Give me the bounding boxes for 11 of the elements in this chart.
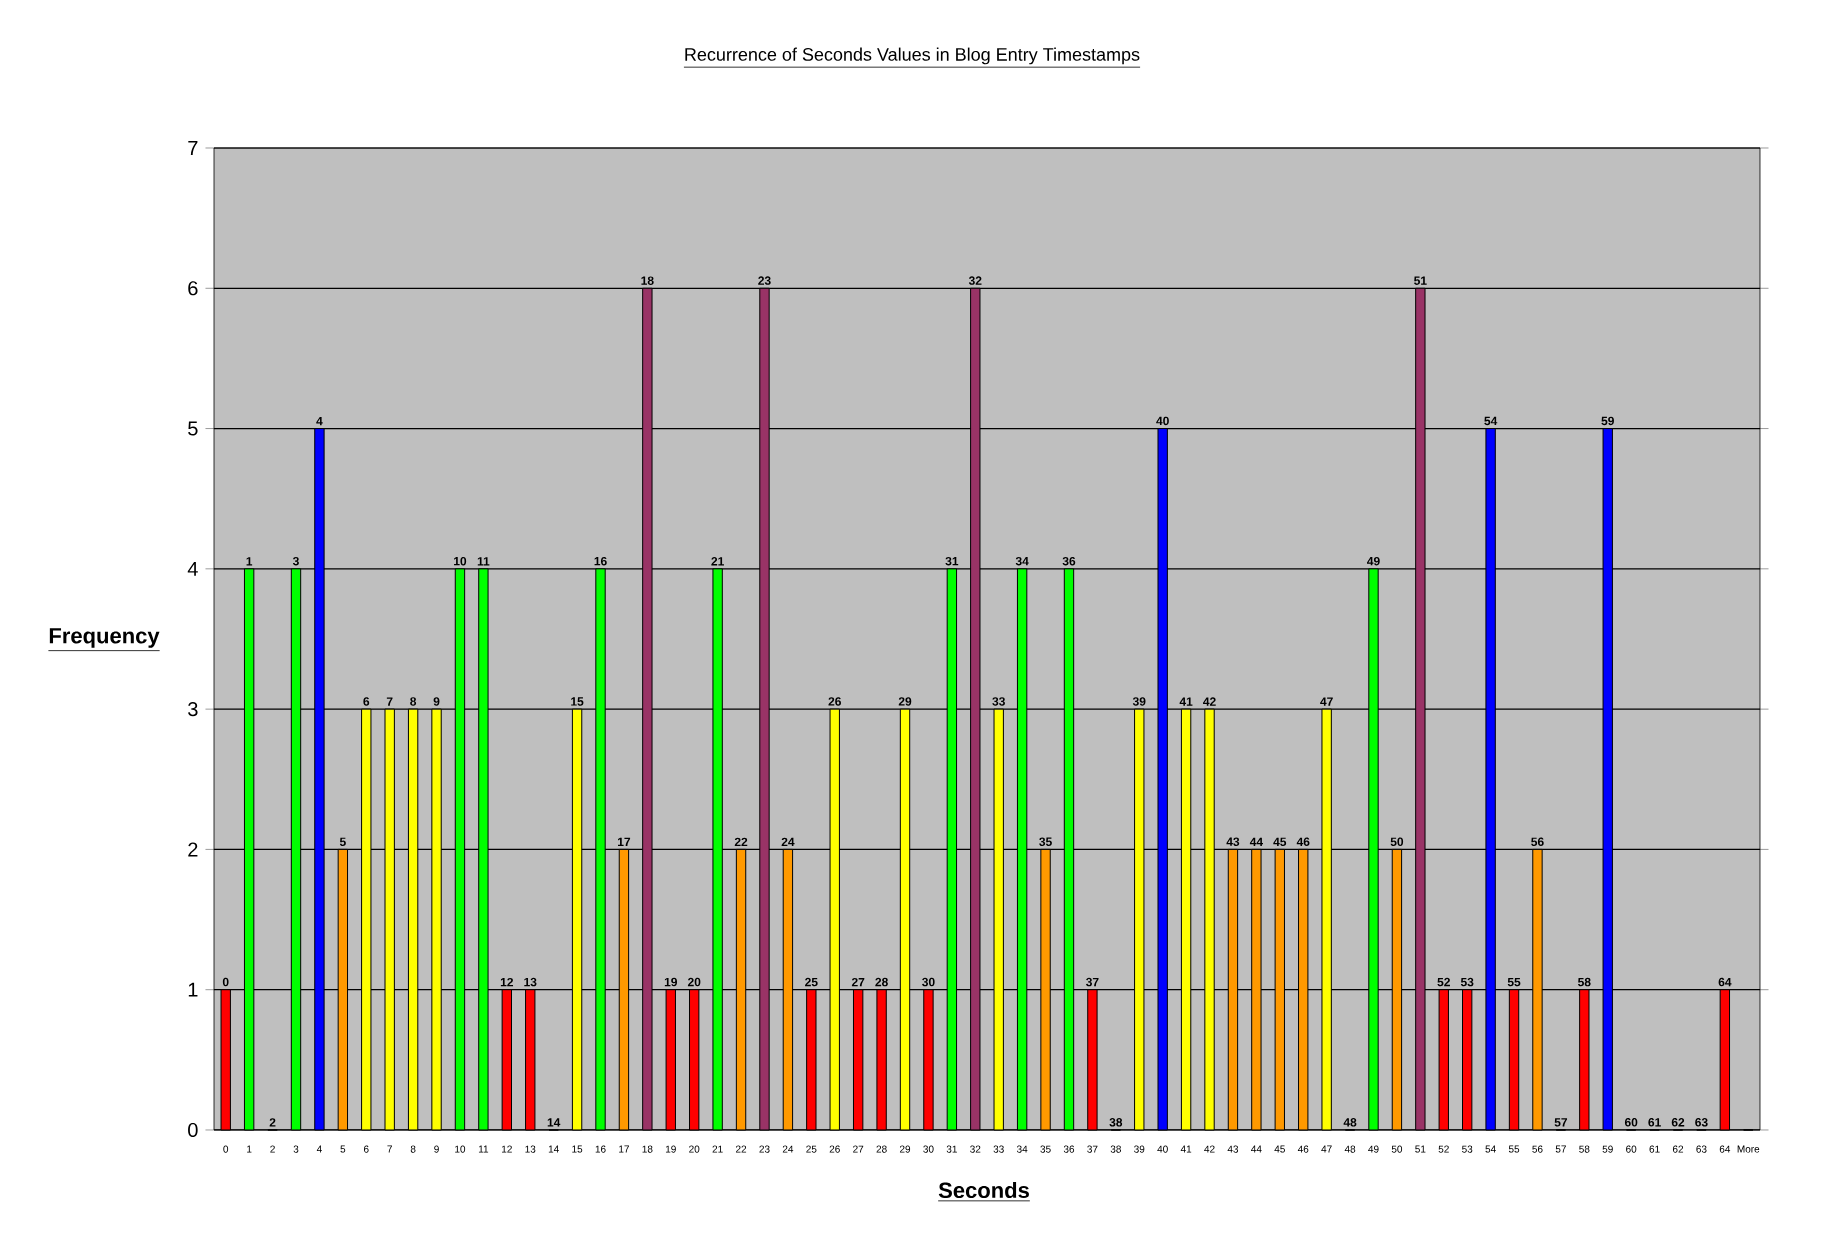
y-tick-label: 5 bbox=[188, 421, 198, 436]
y-tick-label: 6 bbox=[188, 281, 198, 296]
y-tick-label: 0 bbox=[188, 1122, 198, 1138]
x-axis-title: Seconds bbox=[938, 1181, 1029, 1199]
y-tick-label: 7 bbox=[188, 141, 198, 155]
y-tick-label: 2 bbox=[188, 842, 198, 857]
y-tick-label: 4 bbox=[187, 561, 198, 576]
y-axis-title: Frequency bbox=[49, 628, 160, 648]
y-tick-label: 1 bbox=[188, 982, 198, 997]
chart-title: Recurrence of Seconds Values in Blog Entry Timestamps bbox=[685, 47, 1140, 65]
y-tick-label: 3 bbox=[188, 702, 198, 717]
